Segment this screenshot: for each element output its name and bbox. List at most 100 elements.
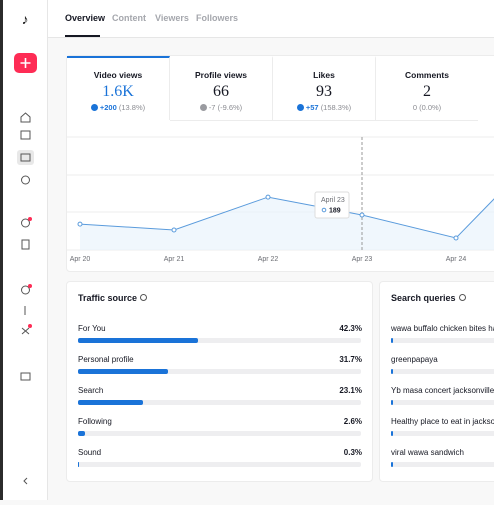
nav-tab[interactable]: Viewers: [155, 13, 189, 23]
change-percent: (13.8%): [118, 103, 146, 112]
change-amount: +57: [305, 103, 319, 112]
search-queries-card: Search queries wawa buffalo chicken bites…: [379, 281, 494, 482]
query-text[interactable]: Yb masa concert jacksonville: [391, 386, 494, 395]
metric-tab[interactable]: Profile views 66 -7 (-9.6%): [170, 56, 273, 121]
analytics-icon[interactable]: [20, 153, 31, 162]
metric-change: +57 (158.3%): [273, 103, 375, 112]
bar: [78, 462, 79, 467]
sidebar: ♪: [0, 0, 48, 500]
bar: [78, 338, 198, 343]
metric-value: 66: [213, 83, 229, 100]
info-icon: [140, 294, 148, 301]
logo[interactable]: ♪: [22, 11, 29, 27]
bar: [78, 369, 168, 374]
metric-value: 93: [316, 83, 332, 100]
collapse-icon[interactable]: [23, 477, 28, 485]
top-nav: Overview Content Viewers Followers: [48, 0, 494, 38]
query-text[interactable]: wawa buffalo chicken bites hal: [391, 324, 494, 333]
bar-track: [78, 338, 361, 343]
metric-label: Profile views: [195, 70, 247, 80]
x-tick-label: Apr 21: [164, 256, 185, 263]
bar-track: [78, 400, 361, 405]
comments-icon[interactable]: [21, 175, 30, 185]
query-text[interactable]: viral wawa sandwich: [391, 448, 464, 457]
area: [80, 197, 494, 250]
info-icon: [458, 294, 466, 301]
x-tick-label: Apr 23: [352, 256, 373, 263]
tooltip-dot: [321, 207, 327, 213]
change-amount: -7: [208, 103, 216, 112]
query-text[interactable]: greenpapaya: [391, 355, 438, 364]
mail-icon[interactable]: [20, 372, 31, 381]
active-tab-underline: [65, 35, 100, 37]
change-percent: (-9.6%): [217, 103, 243, 112]
nav-tab[interactable]: Followers: [196, 13, 239, 23]
bar-start: [391, 431, 393, 436]
point: [453, 235, 459, 241]
change-percent: (0.0%): [419, 103, 442, 112]
metric-tab[interactable]: Video views 1.6K +200 (13.8%): [67, 56, 170, 120]
point: [171, 227, 177, 233]
bar-start: [391, 462, 393, 467]
source-name: Following: [78, 417, 112, 426]
bar-track: [391, 431, 494, 436]
nav-tab[interactable]: Overview: [65, 13, 106, 23]
metric-change: 0 (0.0%): [376, 103, 478, 112]
change-percent: (158.3%): [320, 103, 352, 112]
bar-start: [391, 338, 393, 343]
tooltip-date: April 23: [321, 197, 345, 204]
metric-tab[interactable]: Likes 93 +57 (158.3%): [273, 56, 376, 121]
tools-icon[interactable]: [21, 327, 30, 335]
change-amount: +200: [99, 103, 117, 112]
doc-icon[interactable]: [21, 239, 30, 250]
metric-change: -7 (-9.6%): [170, 103, 272, 112]
bar-track: [78, 369, 361, 374]
metric-change: +200 (13.8%): [67, 103, 169, 112]
ideas-icon[interactable]: [21, 218, 30, 228]
metric-label: Comments: [405, 70, 449, 80]
bar-track: [78, 431, 361, 436]
bar-track: [391, 338, 494, 343]
source-percent: 42.3%: [339, 324, 362, 333]
nav-tab[interactable]: Content: [112, 13, 146, 23]
folder-icon[interactable]: [20, 130, 31, 140]
change-icon: [90, 104, 98, 111]
bar-track: [78, 462, 361, 467]
source-name: Personal profile: [78, 355, 134, 364]
money-icon[interactable]: [21, 285, 30, 295]
x-tick-label: Apr 24: [446, 256, 467, 263]
bar-start: [391, 400, 393, 405]
line-chart: Apr 20 Apr 21 Apr 22 Apr 23 Apr 24 April 23 18…: [66, 136, 494, 263]
x-tick-label: Apr 20: [70, 256, 91, 263]
sidebar-icons: ♪: [14, 11, 37, 485]
metric-value: 1.6K: [102, 83, 134, 100]
change-amount: 0: [412, 103, 417, 112]
bar-track: [391, 369, 494, 374]
card-title: Traffic source: [78, 293, 148, 303]
source-name: Sound: [78, 448, 102, 457]
bar: [78, 400, 144, 405]
source-name: For You: [78, 324, 106, 333]
query-text[interactable]: Healthy place to eat in jacksonv: [391, 417, 494, 426]
change-icon: [199, 104, 207, 111]
change-icon: [296, 104, 304, 111]
source-percent: 23.1%: [339, 386, 362, 395]
bar-track: [391, 462, 494, 467]
metric-value: 2: [423, 83, 431, 100]
point: [77, 221, 83, 227]
traffic-source-card: Traffic source For You 42.3% Personal profi…: [66, 281, 373, 482]
home-icon[interactable]: [20, 112, 31, 123]
source-percent: 31.7%: [339, 355, 362, 364]
metric-tab[interactable]: Comments 2 0 (0.0%): [376, 56, 478, 121]
card-title: Search queries: [391, 293, 466, 303]
source-name: Search: [78, 386, 104, 395]
metric-label: Likes: [313, 70, 335, 80]
metric-label: Video views: [93, 70, 143, 80]
bar-track: [391, 400, 494, 405]
tooltip-value: 189: [329, 208, 341, 215]
x-tick-label: Apr 22: [258, 256, 279, 263]
bar: [78, 431, 86, 436]
source-percent: 2.6%: [343, 417, 362, 426]
point: [265, 194, 271, 200]
